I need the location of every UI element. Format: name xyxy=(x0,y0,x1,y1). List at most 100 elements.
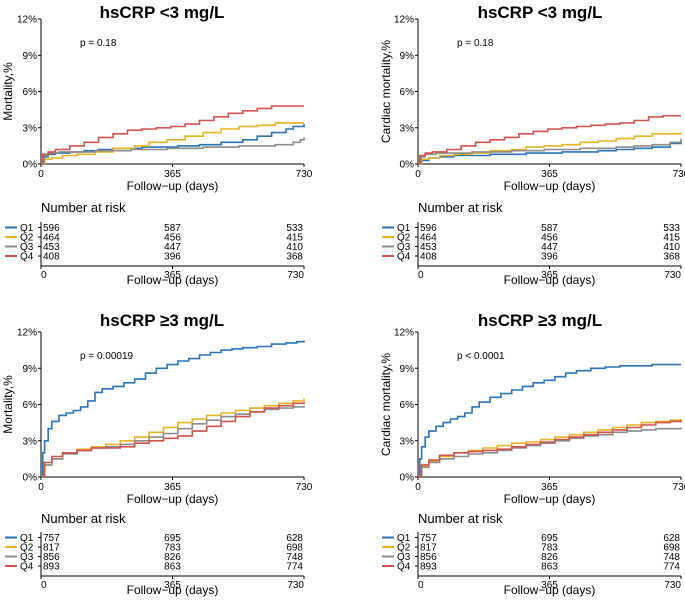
risk-x-tick-label: 365 xyxy=(164,580,181,591)
risk-count: 817 xyxy=(420,543,437,554)
risk-count: 863 xyxy=(541,562,558,573)
panel-2: hsCRP <3 mg/L 0% 3% 6% 9% 12% 0 365 730 Follow−up… xyxy=(379,3,685,287)
risk-x-tick-label: 365 xyxy=(541,270,558,281)
x-tick-label: 365 xyxy=(541,169,558,180)
y-tick-label: 0% xyxy=(400,473,415,484)
y-tick-label: 9% xyxy=(23,364,38,375)
risk-group-label: Q2 xyxy=(20,543,34,554)
risk-count: 628 xyxy=(663,533,680,544)
y-tick-label: 9% xyxy=(23,51,38,62)
risk-count: 456 xyxy=(164,233,181,244)
x-tick-label: 0 xyxy=(415,169,421,180)
risk-count: 456 xyxy=(541,233,558,244)
x-tick-label: 0 xyxy=(415,482,421,493)
risk-count: 447 xyxy=(164,242,181,253)
risk-count: 856 xyxy=(420,552,437,563)
risk-count: 453 xyxy=(43,242,60,253)
risk-count: 774 xyxy=(663,562,680,573)
risk-count: 453 xyxy=(420,242,437,253)
x-axis-label: Follow−up (days) xyxy=(504,492,596,506)
risk-x-axis-label: Follow−up (days) xyxy=(127,273,219,287)
risk-count: 368 xyxy=(663,252,680,263)
p-value: p = 0.18 xyxy=(80,38,117,49)
p-value: p < 0.0001 xyxy=(457,351,505,362)
series-line-q1 xyxy=(41,340,305,478)
risk-count: 596 xyxy=(43,223,60,234)
x-tick-label: 365 xyxy=(541,482,558,493)
risk-count: 826 xyxy=(541,552,558,563)
risk-count: 698 xyxy=(663,543,680,554)
series-line-q4 xyxy=(418,420,682,478)
risk-count: 826 xyxy=(164,552,181,563)
risk-count: 817 xyxy=(43,543,60,554)
risk-x-tick-label: 0 xyxy=(41,270,47,281)
risk-x-axis-label: Follow−up (days) xyxy=(504,583,596,597)
series-line-q2 xyxy=(418,132,682,165)
risk-table-heading: Number at risk xyxy=(418,511,503,526)
risk-count: 410 xyxy=(286,242,303,253)
risk-table-heading: Number at risk xyxy=(418,200,503,215)
series-line-q4 xyxy=(41,402,305,478)
x-tick-label: 365 xyxy=(164,482,181,493)
risk-count: 368 xyxy=(286,252,303,263)
series-line-q3 xyxy=(418,138,682,165)
risk-count: 596 xyxy=(420,223,437,234)
chart-title: hsCRP ≥3 mg/L xyxy=(100,311,224,330)
risk-group-label: Q1 xyxy=(397,223,411,234)
risk-group-label: Q3 xyxy=(20,552,34,563)
y-tick-label: 6% xyxy=(23,400,38,411)
risk-count: 415 xyxy=(286,233,303,244)
risk-count: 695 xyxy=(164,533,181,544)
risk-count: 396 xyxy=(541,252,558,263)
series-line-q3 xyxy=(41,405,305,478)
chart-title: hsCRP ≥3 mg/L xyxy=(478,311,602,330)
series-line-q3 xyxy=(41,137,305,165)
risk-group-label: Q4 xyxy=(397,252,411,263)
y-tick-label: 3% xyxy=(23,123,38,134)
risk-group-label: Q2 xyxy=(20,233,34,244)
risk-count: 533 xyxy=(663,223,680,234)
risk-x-tick-label: 0 xyxy=(41,580,47,591)
risk-count: 757 xyxy=(43,533,60,544)
x-tick-label: 730 xyxy=(673,482,685,493)
y-tick-label: 3% xyxy=(400,123,415,134)
x-tick-label: 0 xyxy=(38,482,44,493)
y-axis-label: Cardiac mortality,% xyxy=(379,353,393,456)
y-tick-label: 0% xyxy=(23,160,38,171)
risk-x-axis-label: Follow−up (days) xyxy=(127,583,219,597)
x-tick-label: 730 xyxy=(296,169,313,180)
risk-group-label: Q4 xyxy=(397,562,411,573)
panel-3: hsCRP ≥3 mg/L 0% 3% 6% 9% 12% 0 365 730 Follow−up… xyxy=(1,311,313,597)
risk-group-label: Q4 xyxy=(20,562,34,573)
risk-count: 408 xyxy=(43,252,60,263)
series-line-q1 xyxy=(41,124,305,165)
series-line-q4 xyxy=(418,114,681,165)
p-value: p = 0.00019 xyxy=(80,351,134,362)
series-line-q2 xyxy=(41,122,304,165)
risk-count: 410 xyxy=(663,242,680,253)
risk-group-label: Q3 xyxy=(397,552,411,563)
x-tick-label: 0 xyxy=(38,169,44,180)
risk-x-tick-label: 0 xyxy=(418,580,424,591)
x-axis-label: Follow−up (days) xyxy=(504,179,596,193)
risk-count: 533 xyxy=(286,223,303,234)
risk-count: 464 xyxy=(420,233,437,244)
y-axis-label: Mortality,% xyxy=(1,375,15,434)
y-tick-label: 6% xyxy=(23,87,38,98)
risk-count: 695 xyxy=(541,533,558,544)
y-tick-label: 3% xyxy=(23,436,38,447)
y-tick-label: 0% xyxy=(400,160,415,171)
risk-x-tick-label: 730 xyxy=(287,270,304,281)
series-line-q1 xyxy=(418,363,681,478)
series-line-q4 xyxy=(41,105,304,165)
risk-group-label: Q3 xyxy=(397,242,411,253)
risk-count: 757 xyxy=(420,533,437,544)
risk-x-tick-label: 730 xyxy=(287,580,304,591)
y-tick-label: 12% xyxy=(394,328,414,339)
risk-x-tick-label: 0 xyxy=(418,270,424,281)
risk-group-label: Q4 xyxy=(20,252,34,263)
risk-count: 893 xyxy=(420,562,437,573)
y-tick-label: 12% xyxy=(17,15,37,26)
risk-group-label: Q3 xyxy=(20,242,34,253)
